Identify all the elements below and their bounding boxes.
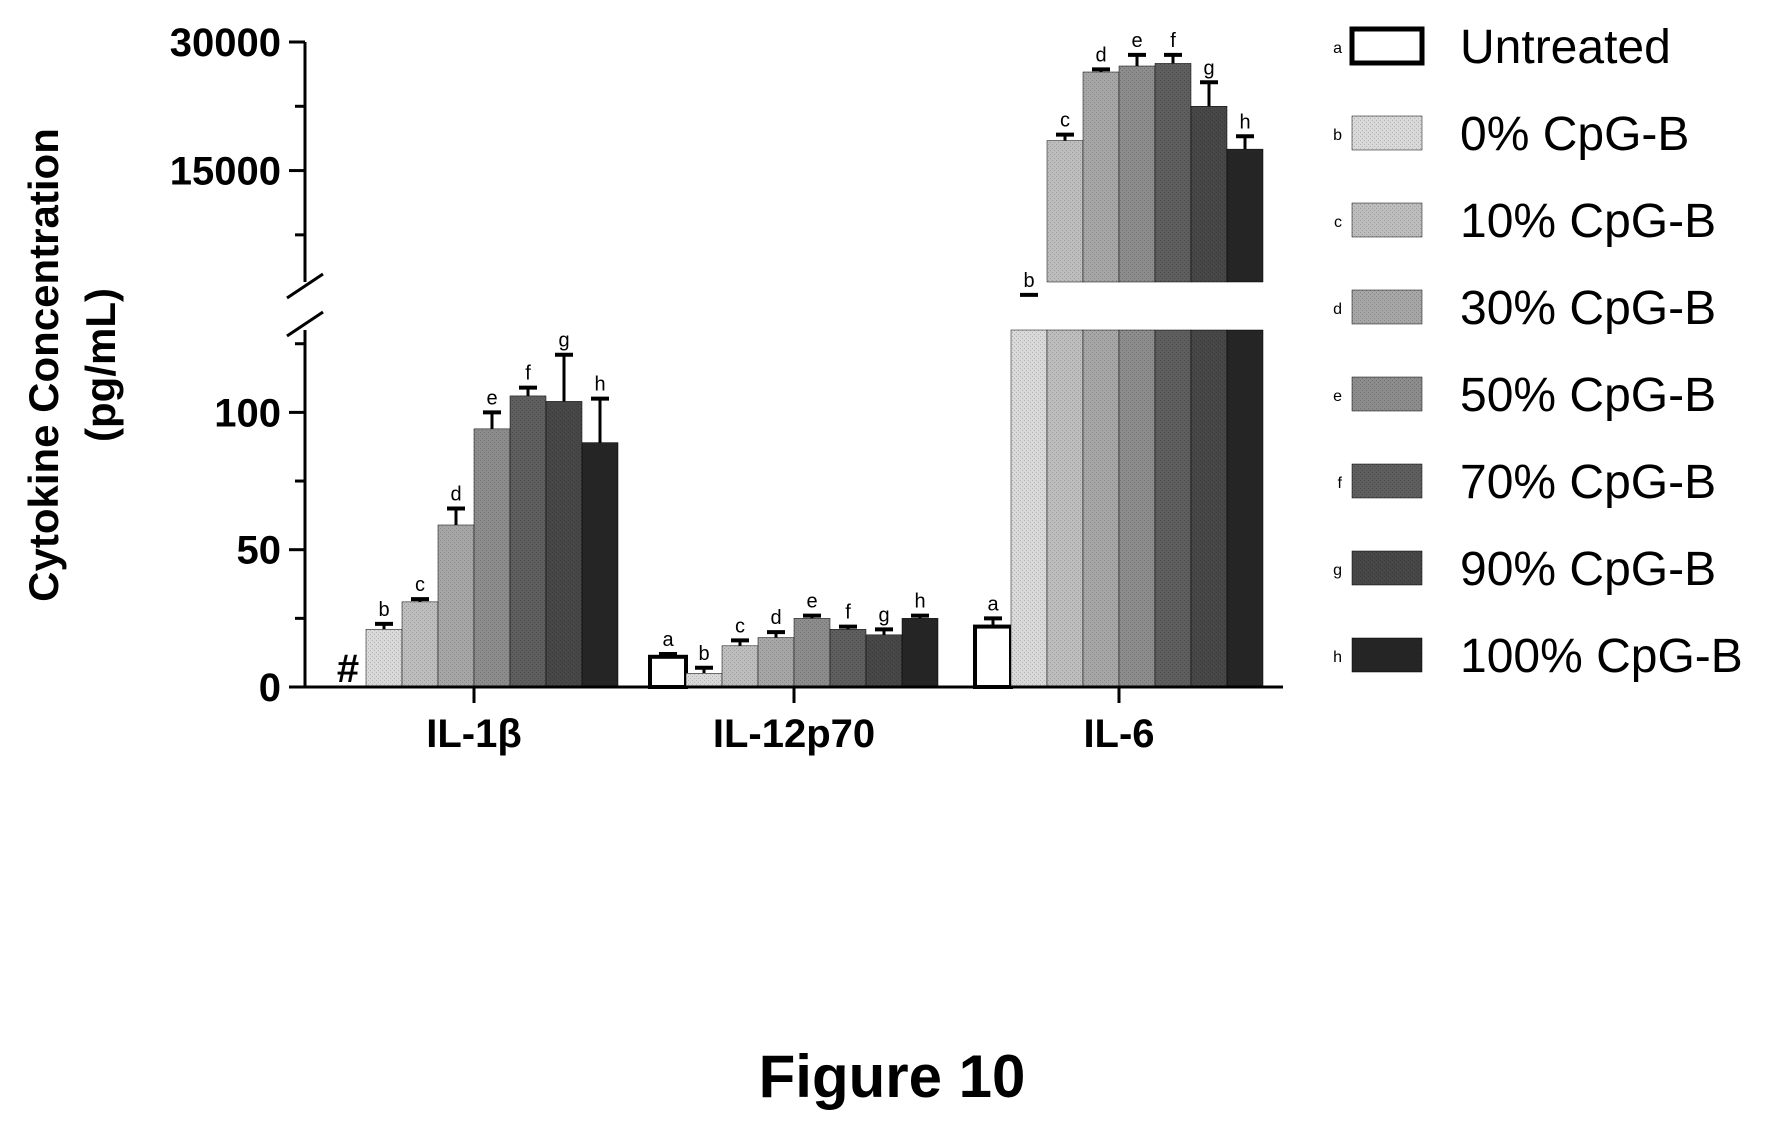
bar-il1-f-letter-label: f xyxy=(525,363,531,385)
bar-il1-e-letter-label: e xyxy=(486,387,497,409)
legend-swatch-texture-g xyxy=(1352,551,1422,585)
bar-il6-g-lower-texture xyxy=(1191,330,1227,687)
bar-il12p70-a xyxy=(648,654,688,689)
bar-il6-d-upper-texture xyxy=(1083,72,1119,282)
figure-caption: Figure 10 xyxy=(759,1043,1026,1110)
legend-letter-e: e xyxy=(1333,388,1342,405)
bar-il6-h-letter-label: h xyxy=(1239,111,1250,133)
y-tick-label-0: 0 xyxy=(259,666,281,710)
legend-swatch-texture-c xyxy=(1352,203,1422,237)
bar-il12p70-f-texture xyxy=(830,629,866,687)
bar-il1-b-texture xyxy=(366,629,402,687)
legend-label-c: 10% CpG-B xyxy=(1460,195,1716,248)
bar-il12p70-c-letter-label: c xyxy=(735,615,745,637)
bar-il6-e-lower-texture xyxy=(1119,330,1155,687)
legend-label-f: 70% CpG-B xyxy=(1460,456,1716,509)
bar-il1-h-letter-label: h xyxy=(594,374,605,396)
legend: a Untreated b 0% CpG-B c 10% CpG-B d 30% CpG-B e… xyxy=(1333,21,1743,683)
bar-il6-f-upper-texture xyxy=(1155,63,1191,282)
legend-swatch-texture-b xyxy=(1352,116,1422,150)
legend-label-g: 90% CpG-B xyxy=(1460,543,1716,596)
bar-il6-g-letter-label: g xyxy=(1203,57,1214,79)
bar-il1-c-letter-label: c xyxy=(415,574,425,596)
y-tick-label-100: 100 xyxy=(214,391,281,435)
x-tick-label-2: IL-6 xyxy=(1083,712,1154,756)
bar-il1-g-letter-label: g xyxy=(558,330,569,352)
bar-il6-b-letter-label: b xyxy=(1023,270,1034,292)
y-tick-label-15000: 15000 xyxy=(170,150,281,194)
y-axis-label-line1: Cytokine Concentration xyxy=(20,128,67,602)
bar-il1-d-letter-label: d xyxy=(450,484,461,506)
bar-il12p70-d-letter-label: d xyxy=(770,607,781,629)
legend-letter-c: c xyxy=(1334,214,1342,231)
axes-layer: 0 50 100 15000 30000 IL-1β IL-12p70 IL-6 xyxy=(170,21,1283,756)
bar-il12p70-c-texture xyxy=(722,645,758,687)
legend-letter-g: g xyxy=(1333,562,1342,579)
legend-label-e: 50% CpG-B xyxy=(1460,369,1716,422)
bar-il6-d-letter-label: d xyxy=(1095,44,1106,66)
bar-il12p70-e-texture xyxy=(794,618,830,687)
legend-letter-b: b xyxy=(1333,127,1342,144)
not-detected-marker: # xyxy=(337,647,359,691)
bar-il12p70-g-letter-label: g xyxy=(878,604,889,626)
bar-il12p70-b-letter-label: b xyxy=(698,643,709,665)
legend-label-a: Untreated xyxy=(1460,21,1671,74)
y-tick-label-30000: 30000 xyxy=(170,21,281,65)
legend-swatch-texture-e xyxy=(1352,377,1422,411)
bar-il1-e-texture xyxy=(474,428,510,687)
bar-il6-e-letter-label: e xyxy=(1131,30,1142,52)
bar-il12p70-e-letter-label: e xyxy=(806,591,817,613)
legend-label-d: 30% CpG-B xyxy=(1460,282,1716,335)
bar-il6-e-upper-texture xyxy=(1119,66,1155,282)
y-axis-break-mark-upper xyxy=(286,272,324,300)
bar-il6-f-letter-label: f xyxy=(1170,30,1176,52)
bar-il12p70-h-texture xyxy=(902,618,938,687)
bar-il12p70-b-texture xyxy=(686,673,722,687)
y-tick-label-50: 50 xyxy=(237,529,282,573)
legend-letter-d: d xyxy=(1333,301,1342,318)
bar-il6-h-lower-texture xyxy=(1227,330,1263,687)
bar-il12p70-g-texture xyxy=(866,634,902,687)
bar-il1-d-texture xyxy=(438,524,474,687)
bar-il12p70-h-letter-label: h xyxy=(914,591,925,613)
x-tick-label-0: IL-1β xyxy=(426,712,522,756)
bar-il6-f-lower-texture xyxy=(1155,330,1191,687)
x-tick-label-1: IL-12p70 xyxy=(713,712,875,756)
legend-swatch-a xyxy=(1349,26,1425,66)
legend-letter-a: a xyxy=(1333,40,1342,57)
bar-il12p70-a-letter-label: a xyxy=(662,629,674,651)
bar-il1-c-texture xyxy=(402,601,438,687)
bar-il1-b-letter-label: b xyxy=(378,599,389,621)
bar-il6-c-upper-texture xyxy=(1047,140,1083,282)
bar-il6-c-letter-label: c xyxy=(1060,110,1070,132)
legend-swatch-texture-d xyxy=(1352,290,1422,324)
legend-label-h: 100% CpG-B xyxy=(1460,630,1743,683)
bar-il6-h-upper-texture xyxy=(1227,149,1263,282)
bar-il1-g-texture xyxy=(546,401,582,687)
y-axis-break-mark-lower xyxy=(286,310,324,338)
bar-il6-d-lower-texture xyxy=(1083,330,1119,687)
bar-il6-a-letter-label: a xyxy=(987,593,999,615)
legend-label-b: 0% CpG-B xyxy=(1460,108,1689,161)
legend-letter-f: f xyxy=(1338,475,1343,492)
bar-il12p70-d-texture xyxy=(758,637,794,687)
bar-il6-a xyxy=(973,624,1013,689)
bar-il6-c-lower-texture xyxy=(1047,330,1083,687)
bar-il6-g-upper-texture xyxy=(1191,106,1227,283)
y-axis-label-line2: (pg/mL) xyxy=(77,288,124,442)
legend-letter-h: h xyxy=(1333,649,1342,666)
bars-layer: # a a b b b c c c d d d e e e f f f g g g h h h xyxy=(337,30,1264,691)
bar-il6-b-lower-texture xyxy=(1011,330,1047,687)
bar-il12p70-f-letter-label: f xyxy=(845,602,851,624)
legend-swatch-texture-f xyxy=(1352,464,1422,498)
bar-il1-h-texture xyxy=(582,442,618,687)
bar-il1-f-texture xyxy=(510,395,546,687)
legend-swatch-texture-h xyxy=(1352,638,1422,672)
